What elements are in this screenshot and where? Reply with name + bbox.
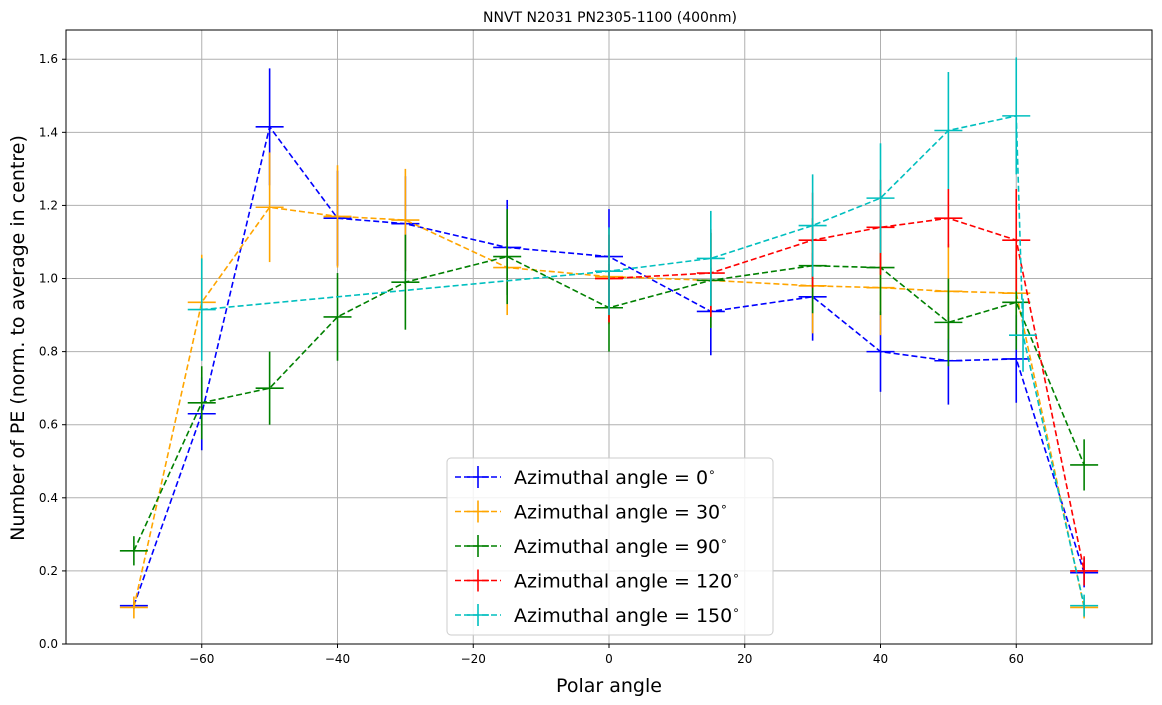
ticks: −60 −40 −20 0 20 40 60 0.0 0.2 0.4 0.6 0.8 1.0 1.2 1.4… bbox=[39, 52, 1024, 666]
y-tick-label: 1.6 bbox=[39, 52, 58, 66]
x-tick-label: 0 bbox=[605, 652, 613, 666]
x-axis-label: Polar angle bbox=[556, 675, 662, 697]
y-tick-label: 1.0 bbox=[39, 272, 58, 286]
y-tick-label: 0.0 bbox=[39, 637, 58, 651]
series-4 bbox=[187, 57, 1099, 617]
y-tick-label: 0.4 bbox=[39, 491, 58, 505]
y-tick-label: 1.4 bbox=[39, 125, 58, 139]
legend-box bbox=[446, 457, 774, 636]
legend-label: Azimuthal angle = 30∘ bbox=[514, 500, 728, 524]
legend-label: Azimuthal angle = 90∘ bbox=[514, 534, 728, 558]
legend-item: Azimuthal angle = 120∘ bbox=[455, 569, 740, 593]
y-axis-label: Number of PE (norm. to average in centre… bbox=[7, 135, 29, 541]
y-tick-label: 1.2 bbox=[39, 198, 58, 212]
x-tick-label: −60 bbox=[189, 652, 214, 666]
y-tick-label: 0.2 bbox=[39, 564, 58, 578]
legend: Azimuthal angle = 0∘ Azimuthal angle = 30… bbox=[446, 457, 774, 636]
x-tick-label: 60 bbox=[1009, 652, 1024, 666]
legend-item: Azimuthal angle = 0∘ bbox=[455, 465, 716, 489]
chart-title: NNVT N2031 PN2305-1100 (400nm) bbox=[483, 10, 737, 26]
x-tick-label: −40 bbox=[325, 652, 350, 666]
legend-label: Azimuthal angle = 150∘ bbox=[514, 603, 740, 627]
y-tick-label: 0.8 bbox=[39, 345, 58, 359]
series-layer bbox=[119, 57, 1099, 619]
legend-item: Azimuthal angle = 30∘ bbox=[455, 500, 728, 524]
series-line bbox=[201, 114, 1085, 606]
x-tick-label: −20 bbox=[461, 652, 486, 666]
y-tick-label: 0.6 bbox=[39, 418, 58, 432]
legend-item: Azimuthal angle = 90∘ bbox=[455, 534, 728, 558]
legend-label: Azimuthal angle = 120∘ bbox=[514, 569, 740, 593]
legend-label: Azimuthal angle = 0∘ bbox=[514, 465, 716, 489]
x-tick-label: 20 bbox=[737, 652, 752, 666]
x-tick-label: 40 bbox=[873, 652, 888, 666]
legend-item: Azimuthal angle = 150∘ bbox=[455, 603, 740, 627]
